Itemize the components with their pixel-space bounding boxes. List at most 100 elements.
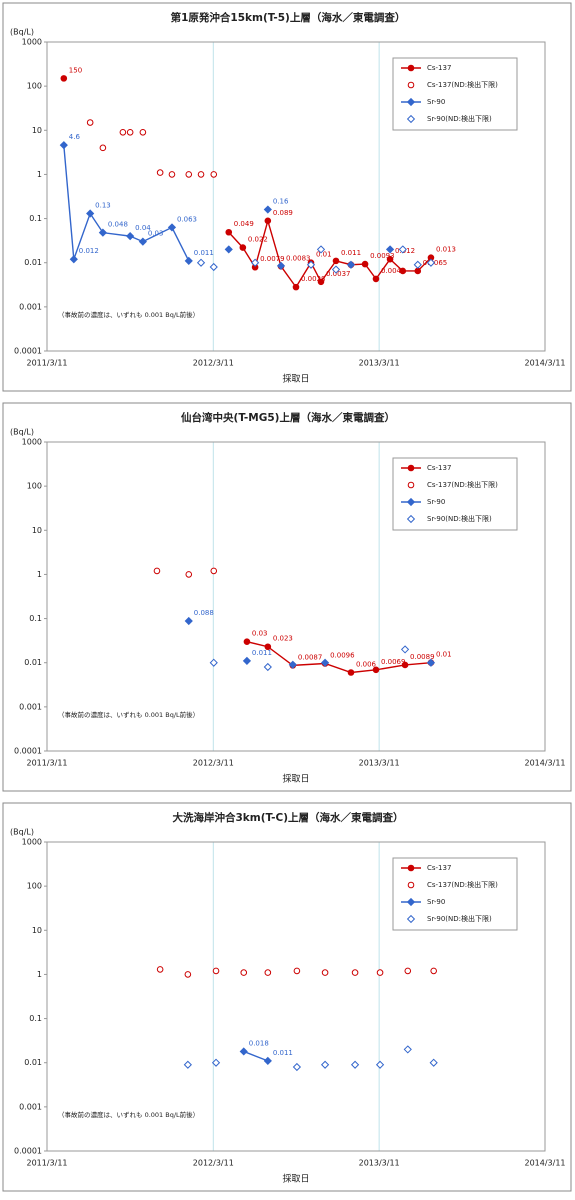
y-tick-label: 0.0001	[14, 1147, 42, 1156]
data-point	[196, 258, 206, 267]
data-point	[376, 969, 384, 976]
data-point	[430, 967, 437, 975]
chart-title: 第1原発沖合15km(T-5)上層（海水／東電調査）	[171, 11, 406, 24]
data-point	[361, 260, 369, 268]
data-label: 0.006	[356, 661, 377, 669]
data-point	[185, 571, 193, 578]
data-point	[426, 658, 436, 667]
data-point	[306, 260, 316, 269]
y-tick-label: 0.001	[19, 702, 42, 711]
x-tick-label: 2012/3/11	[193, 359, 234, 368]
y-tick-label: 1	[37, 170, 42, 179]
y-tick-label: 1000	[22, 438, 42, 447]
data-point	[399, 267, 407, 275]
data-point	[398, 245, 407, 254]
legend-marker	[406, 97, 416, 107]
data-label: 0.04	[135, 224, 151, 232]
data-point	[98, 228, 107, 237]
data-label: 0.01	[436, 651, 452, 659]
annotation: （事故前の濃度は、いずれも 0.001 Bq/L前後）	[58, 310, 199, 319]
data-label: 0.16	[273, 198, 289, 206]
y-tick-label: 0.01	[24, 1058, 42, 1067]
chart-panel: 大洗海岸沖合3km(T-C)上層（海水／東電調査） (Bq/L) 採取日 2011/3…	[2, 802, 572, 1192]
legend-label: Cs-137(ND:検出下限)	[427, 880, 498, 889]
data-point	[239, 1047, 248, 1056]
data-point	[156, 169, 164, 176]
data-label: 0.0037	[326, 270, 351, 278]
data-point	[243, 638, 251, 645]
data-point	[347, 669, 355, 676]
data-point	[264, 643, 272, 651]
data-label: 0.011	[273, 1049, 293, 1057]
data-point	[167, 223, 177, 232]
legend-marker	[407, 481, 415, 489]
y-tick-label: 0.0001	[14, 347, 42, 356]
y-tick-label: 1	[37, 570, 42, 579]
panel-frame	[2, 2, 572, 392]
data-label: 0.0093	[370, 252, 395, 260]
data-point	[126, 129, 134, 136]
data-label: 0.0043	[381, 267, 406, 275]
legend-marker	[406, 114, 416, 124]
legend-label: Sr-90	[427, 98, 445, 106]
y-tick-label: 1	[37, 970, 42, 979]
legend-label: Sr-90	[427, 898, 445, 906]
legend-marker	[406, 497, 416, 507]
data-point	[197, 171, 205, 178]
data-point	[385, 245, 395, 254]
y-tick-label: 100	[27, 882, 42, 891]
data-point	[240, 969, 248, 976]
data-label: 0.049	[234, 220, 254, 228]
legend-label: Cs-137	[427, 864, 451, 872]
legend-label: Cs-137	[427, 64, 451, 72]
data-label: 0.01	[316, 251, 332, 259]
data-label: 0.088	[194, 609, 214, 617]
y-tick-label: 0.001	[19, 302, 42, 311]
data-point	[350, 1060, 360, 1069]
legend-marker	[407, 864, 415, 872]
data-point	[276, 261, 286, 270]
data-label: 0.023	[273, 635, 293, 643]
x-tick-label: 2012/3/11	[193, 1159, 234, 1168]
data-label: 0.048	[108, 221, 128, 229]
y-tick-label: 0.01	[24, 258, 42, 267]
data-point	[184, 616, 193, 626]
data-point	[209, 262, 218, 272]
data-point	[372, 666, 380, 674]
data-point	[375, 1060, 385, 1069]
data-point	[184, 256, 193, 265]
chart-title: 仙台湾中央(T-MG5)上層（海水／東電調査）	[181, 411, 395, 424]
annotation: （事故前の濃度は、いずれも 0.001 Bq/L前後）	[58, 1110, 199, 1119]
data-point	[211, 1058, 221, 1067]
x-tick-label: 2013/3/11	[359, 359, 400, 368]
data-label: 0.022	[248, 236, 268, 244]
data-label: 0.0096	[330, 651, 355, 659]
data-point	[183, 1060, 192, 1069]
x-tick-label: 2011/3/11	[26, 1159, 67, 1168]
legend-marker	[406, 897, 416, 907]
legend-label: Sr-90(ND:検出下限)	[427, 914, 492, 923]
data-label: 0.011	[341, 249, 361, 257]
data-point	[153, 567, 161, 575]
data-point	[386, 255, 394, 263]
panel-frame	[2, 402, 572, 792]
data-point	[332, 257, 340, 265]
data-label: 0.063	[177, 215, 197, 223]
data-label: 0.0089	[410, 653, 435, 661]
legend-marker	[407, 64, 415, 72]
data-point	[184, 971, 192, 978]
data-label: 0.0079	[260, 255, 285, 263]
x-tick-label: 2013/3/11	[359, 1159, 400, 1168]
data-point	[320, 1060, 330, 1069]
panel-frame	[2, 802, 572, 1192]
data-point	[403, 1045, 412, 1054]
data-point	[400, 645, 410, 654]
legend-marker	[407, 464, 415, 472]
data-point	[209, 658, 218, 667]
legend-label: Sr-90(ND:検出下限)	[427, 114, 492, 123]
y-tick-label: 10	[32, 526, 42, 535]
x-axis-label: 採取日	[282, 373, 309, 385]
series-line	[246, 640, 432, 674]
data-point	[210, 567, 218, 575]
data-label: 0.0087	[298, 653, 323, 661]
